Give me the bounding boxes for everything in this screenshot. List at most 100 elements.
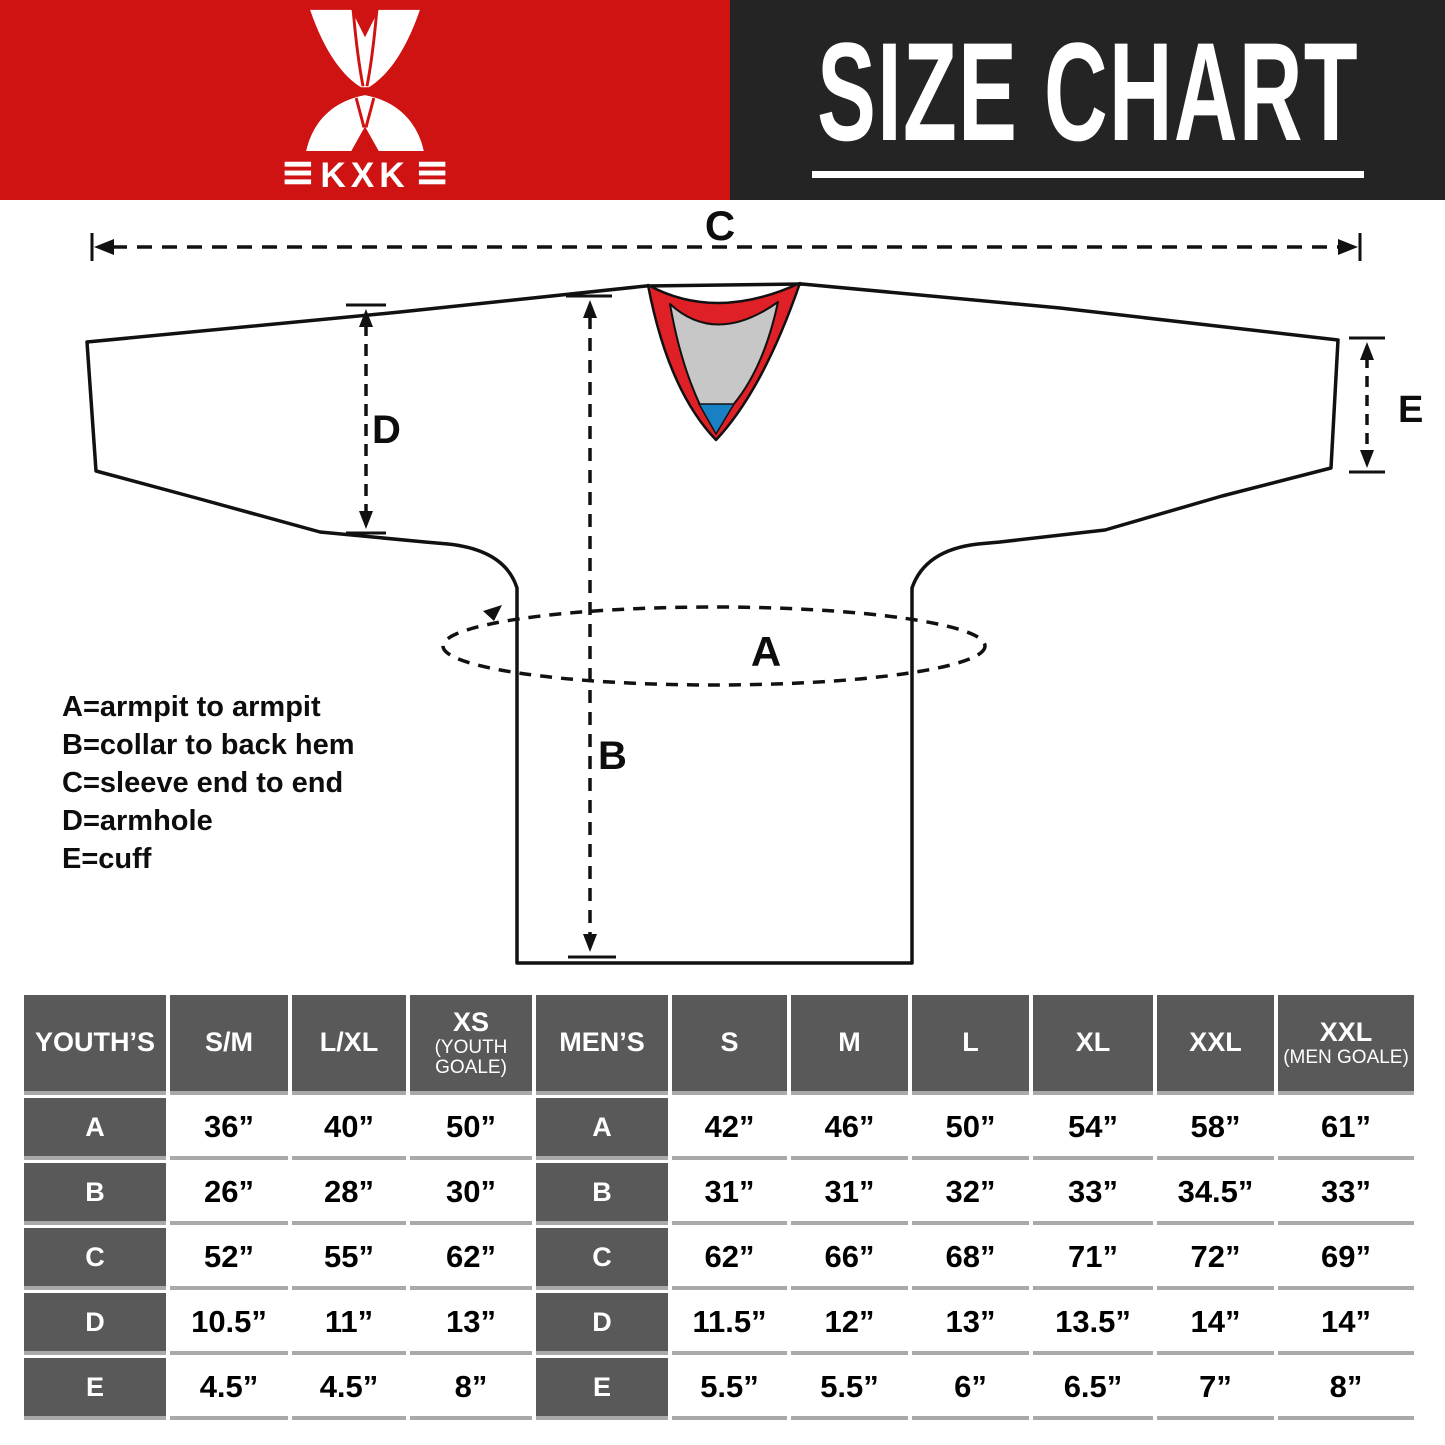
size-value-cell: 33” [1278, 1163, 1414, 1221]
size-value-cell: 6.5” [1033, 1358, 1153, 1416]
size-value-cell: 32” [912, 1163, 1029, 1221]
measure-label-e: E [1398, 389, 1423, 431]
size-value-cell: 68” [912, 1228, 1029, 1286]
size-value-cell: 12” [791, 1293, 908, 1351]
youth-col-subheader: (YOUTH GOALE) [434, 1036, 508, 1078]
table-row: B 26” 28” 30” B 31” 31” 32” 33” 34.5” 33… [24, 1163, 1414, 1221]
e-arrowhead-down [1360, 450, 1374, 468]
size-value-cell: 7” [1157, 1358, 1274, 1416]
kxk-logo-icon: KXK [284, 9, 446, 195]
size-value-cell: 31” [672, 1163, 787, 1221]
table-row: E 4.5” 4.5” 8” E 5.5” 5.5” 6” 6.5” 7” 8” [24, 1358, 1414, 1416]
row-label-cell: E [536, 1358, 668, 1416]
size-value-cell: 61” [1278, 1098, 1414, 1156]
size-value-cell: 4.5” [170, 1358, 288, 1416]
size-value-cell: 42” [672, 1098, 787, 1156]
size-value-cell: 4.5” [292, 1358, 406, 1416]
collar-blue-insert [697, 403, 736, 436]
logo-detail-line [351, 10, 365, 87]
size-value-cell: 8” [410, 1358, 532, 1416]
row-label-cell: C [24, 1228, 166, 1286]
logo-detail-line [365, 10, 379, 87]
c-arrowhead-left [94, 239, 114, 255]
size-value-cell: 8” [1278, 1358, 1414, 1416]
size-value-cell: 10.5” [170, 1293, 288, 1351]
size-value-cell: 34.5” [1157, 1163, 1274, 1221]
size-table: YOUTH’S S/M L/XL XS (YOUTH GOALE) MEN’S … [20, 988, 1418, 1423]
legend-line-c: C=sleeve end to end [62, 767, 344, 799]
logo-bottom-dome [306, 95, 424, 151]
measure-label-a: A [751, 628, 781, 675]
men-col-header: XXL [1157, 995, 1274, 1091]
page-header: KXK SIZE CHART [0, 0, 1445, 200]
row-label-cell: D [24, 1293, 166, 1351]
brand-text: KXK [320, 156, 409, 195]
jersey-measurement-diagram: C D B A E A=armpit to armpit B=c [0, 200, 1445, 990]
table-row: D 10.5” 11” 13” D 11.5” 12” 13” 13.5” 14… [24, 1293, 1414, 1351]
legend-line-e: E=cuff [62, 843, 152, 875]
row-label-cell: A [536, 1098, 668, 1156]
size-value-cell: 62” [672, 1228, 787, 1286]
size-value-cell: 69” [1278, 1228, 1414, 1286]
size-value-cell: 46” [791, 1098, 908, 1156]
size-value-cell: 62” [410, 1228, 532, 1286]
d-arrowhead-up [359, 309, 373, 327]
row-label-cell: B [24, 1163, 166, 1221]
size-value-cell: 72” [1157, 1228, 1274, 1286]
size-value-cell: 54” [1033, 1098, 1153, 1156]
table-header-row: YOUTH’S S/M L/XL XS (YOUTH GOALE) MEN’S … [24, 995, 1414, 1091]
size-value-cell: 5.5” [791, 1358, 908, 1416]
measurement-legend: A=armpit to armpit B=collar to back hem … [62, 688, 355, 878]
size-value-cell: 40” [292, 1098, 406, 1156]
a-ellipse-arrowhead [483, 605, 502, 621]
measure-label-c: C [705, 202, 735, 249]
brand-banner: KXK [0, 0, 730, 200]
e-arrowhead-up [1360, 342, 1374, 360]
row-label-cell: E [24, 1358, 166, 1416]
men-col-subheader: (MEN GOALE) [1283, 1046, 1409, 1068]
size-value-cell: 11.5” [672, 1293, 787, 1351]
logo-bars-left [284, 161, 312, 167]
size-table-section: YOUTH’S S/M L/XL XS (YOUTH GOALE) MEN’S … [0, 988, 1445, 1423]
size-value-cell: 33” [1033, 1163, 1153, 1221]
youth-col-header: L/XL [292, 995, 406, 1091]
size-value-cell: 13” [912, 1293, 1029, 1351]
men-col-header: M [791, 995, 908, 1091]
size-value-cell: 11” [292, 1293, 406, 1351]
title-underline [811, 171, 1364, 178]
table-row: A 36” 40” 50” A 42” 46” 50” 54” 58” 61” [24, 1098, 1414, 1156]
legend-line-a: A=armpit to armpit [62, 691, 321, 723]
logo-bars-right [418, 161, 446, 167]
jersey-outline [85, 282, 1340, 965]
men-col-header: L [912, 995, 1029, 1091]
row-label-cell: D [536, 1293, 668, 1351]
measure-label-b: B [598, 734, 627, 778]
youth-group-header: YOUTH’S [24, 995, 166, 1091]
b-arrowhead-down [583, 934, 597, 952]
a-girth-ellipse [441, 605, 987, 687]
men-col-header: S [672, 995, 787, 1091]
size-value-cell: 30” [410, 1163, 532, 1221]
size-value-cell: 6” [912, 1358, 1029, 1416]
logo-top-fan [310, 9, 420, 88]
row-label-cell: C [536, 1228, 668, 1286]
size-value-cell: 50” [410, 1098, 532, 1156]
row-label-cell: B [536, 1163, 668, 1221]
size-value-cell: 52” [170, 1228, 288, 1286]
men-col-header: XXL (MEN GOALE) [1278, 995, 1414, 1091]
logo-detail-line [354, 97, 366, 128]
legend-line-d: D=armhole [62, 805, 213, 837]
legend-line-b: B=collar to back hem [62, 729, 355, 761]
size-value-cell: 14” [1157, 1293, 1274, 1351]
size-value-cell: 66” [791, 1228, 908, 1286]
collar-inner-gray [669, 301, 779, 406]
c-arrowhead-right [1338, 239, 1358, 255]
men-group-header: MEN’S [536, 995, 668, 1091]
youth-col-header: XS (YOUTH GOALE) [410, 995, 532, 1091]
size-value-cell: 36” [170, 1098, 288, 1156]
page-title: SIZE CHART [816, 13, 1359, 170]
b-arrowhead-up [583, 300, 597, 318]
men-col-header: XL [1033, 995, 1153, 1091]
size-value-cell: 13” [410, 1293, 532, 1351]
size-value-cell: 50” [912, 1098, 1029, 1156]
